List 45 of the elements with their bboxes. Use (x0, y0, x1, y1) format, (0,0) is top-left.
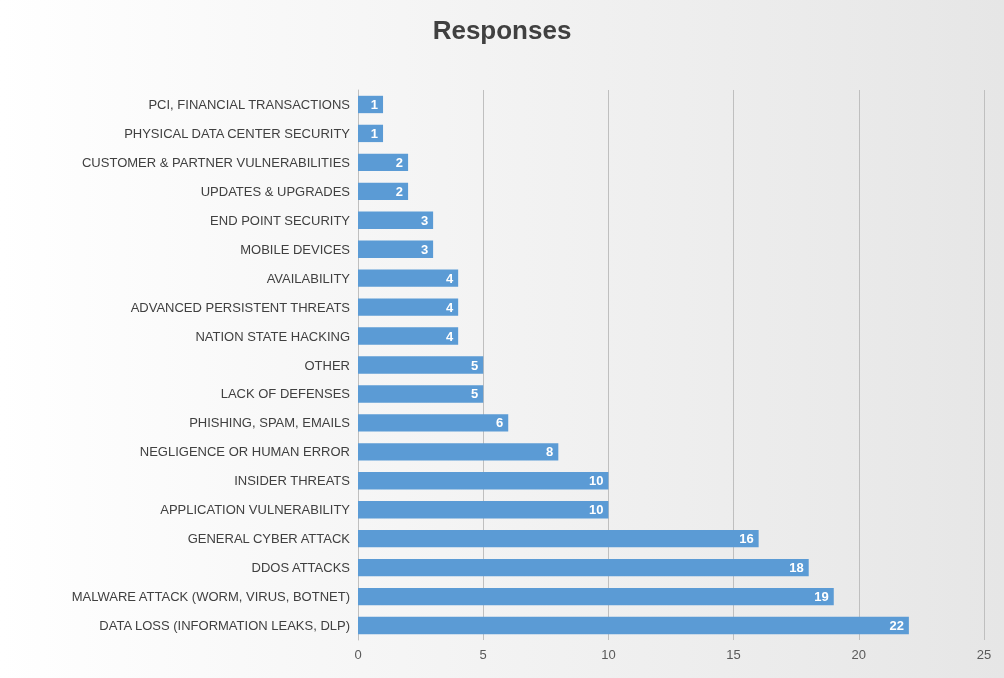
data-label: 4 (445, 270, 454, 286)
data-label: 2 (395, 154, 404, 170)
x-tick-label: 25 (976, 647, 992, 662)
y-tick-label: CUSTOMER & PARTNER VULNERABILITIES (81, 154, 351, 170)
y-tick-label: MALWARE ATTACK (WORM, VIRUS, BOTNET) (71, 589, 350, 605)
x-tick-label: 20 (851, 647, 867, 662)
data-label: 10 (588, 502, 604, 518)
data-label: 19 (814, 589, 829, 605)
y-tick-label: APPLICATION VULNERABILITY (160, 502, 351, 518)
data-label: 3 (420, 241, 429, 257)
data-label: 4 (445, 328, 454, 344)
data-label: 6 (496, 415, 504, 431)
data-label: 8 (546, 444, 554, 460)
y-tick-label: PCI, FINANCIAL TRANSACTIONS (148, 96, 351, 112)
data-label: 3 (420, 212, 429, 228)
y-tick-label: UPDATES & UPGRADES (200, 183, 351, 199)
y-tick-label: GENERAL CYBER ATTACK (187, 531, 351, 547)
data-label: 10 (588, 473, 604, 489)
data-label: 16 (739, 531, 754, 547)
data-label: 5 (470, 386, 479, 402)
y-tick-label: DATA LOSS (INFORMATION LEAKS, DLP) (99, 618, 350, 634)
chart-title: Responses (432, 15, 572, 45)
y-tick-label: OTHER (304, 357, 350, 373)
x-tick-label: 15 (726, 647, 741, 662)
y-tick-label: END POINT SECURITY (210, 212, 351, 228)
data-label: 5 (470, 357, 479, 373)
y-tick-label: PHYSICAL DATA CENTER SECURITY (124, 125, 351, 141)
data-label: 18 (789, 560, 804, 576)
y-tick-label: AVAILABILITY (266, 270, 351, 286)
x-tick-label: 5 (479, 647, 487, 662)
data-label: 2 (395, 183, 404, 199)
data-label: 1 (370, 125, 379, 141)
data-label: 1 (370, 96, 379, 112)
y-tick-label: LACK OF DEFENSES (220, 386, 351, 402)
y-tick-label: INSIDER THREATS (234, 473, 351, 489)
y-tick-label: NATION STATE HACKING (195, 328, 350, 344)
y-tick-label: PHISHING, SPAM, EMAILS (189, 415, 351, 431)
y-tick-label: MOBILE DEVICES (240, 241, 351, 257)
data-label: 22 (889, 618, 904, 634)
y-tick-label: NEGLIGENCE OR HUMAN ERROR (139, 444, 350, 460)
y-tick-label: DDOS ATTACKS (251, 560, 351, 576)
y-tick-label: ADVANCED PERSISTENT THREATS (130, 299, 351, 315)
x-tick-label: 0 (354, 647, 362, 662)
data-label: 4 (445, 299, 454, 315)
x-tick-label: 10 (601, 647, 616, 662)
